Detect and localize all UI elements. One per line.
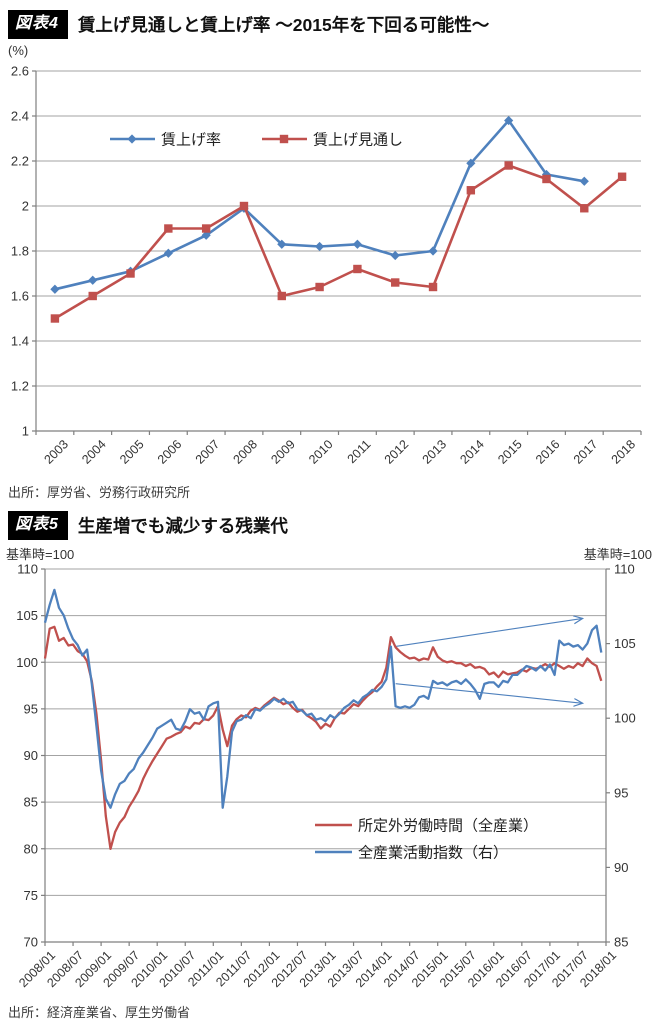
x-tick-label: 2003 [41,437,71,467]
series-marker-賃上げ見通し [391,278,400,287]
series-marker-賃上げ見通し [504,161,513,170]
series-line-所定外労働時間（全産業） [43,625,603,850]
y-tick-label: 1.8 [11,244,29,259]
series-marker-賃上げ率 [390,250,400,261]
series-marker-賃上げ見通し [617,172,627,181]
left-y-tick-label: 100 [16,655,38,670]
right-y-tick-label: 90 [614,860,628,875]
x-tick-label: 2007 [193,437,223,467]
x-tick-label: 2018 [609,437,639,467]
series-marker-賃上げ率 [541,169,552,180]
series-marker-賃上げ率 [466,158,476,168]
x-tick-label: 2009 [268,437,298,467]
x-tick-label: 2006 [155,437,185,467]
left-y-tick-label: 80 [24,841,38,856]
series-marker-賃上げ率 [428,246,438,256]
figure4-header: 図表4 賃上げ見通しと賃上げ率 ～2015年を下回る可能性～ [8,10,650,39]
x-tick-label: 2017 [571,437,601,467]
series-marker-賃上げ見通し [428,282,438,292]
figure5-badge: 図表5 [8,511,68,540]
left-y-tick-label: 95 [24,701,38,716]
left-y-tick-label: 110 [17,562,38,577]
y-tick-label: 1.6 [11,289,29,304]
right-y-tick-label: 100 [614,711,636,726]
legend-label: 賃上げ率 [161,132,221,149]
y-tick-label: 1 [22,424,29,439]
x-tick-label: 2010 [306,437,336,467]
series-marker-賃上げ率 [277,239,287,249]
left-y-tick-label: 85 [24,795,38,810]
series-marker-賃上げ見通し [201,224,211,233]
figure5-axis-captions: 基準時=100 基準時=100 [6,544,652,562]
figure4-badge: 図表4 [8,10,68,39]
y-tick-label: 2.2 [11,154,29,169]
figure4-unit-label: (%) [8,43,29,58]
series-marker-賃上げ見通し [353,264,362,274]
right-y-tick-label: 105 [614,636,636,651]
figure5-header: 図表5 生産増でも減少する残業代 [8,511,650,540]
series-marker-賃上げ見通し [466,186,476,195]
y-tick-label: 2.6 [11,64,29,79]
left-y-tick-label: 90 [24,748,38,763]
legend-label: 所定外労働時間（全産業） [358,817,538,835]
figure4-source: 出所：厚労省、労務行政研究所 [8,485,191,500]
x-tick-label: 2011 [345,437,374,466]
series-marker-賃上げ率 [314,241,325,252]
figure5-right-axis-caption: 基準時=100 [583,547,652,562]
figure5-title: 生産増でも減少する残業代 [77,516,288,536]
series-marker-賃上げ率 [352,239,363,249]
left-y-tick-label: 75 [24,888,38,903]
series-marker-賃上げ率 [163,248,173,258]
series-marker-賃上げ見通し [315,282,324,292]
figure5-left-axis-caption: 基準時=100 [6,547,75,562]
left-y-tick-label: 70 [24,935,38,950]
figure4-title: 賃上げ見通しと賃上げ率 ～2015年を下回る可能性～ [77,15,490,35]
legend-marker-square [279,134,289,144]
series-marker-賃上げ率 [579,176,589,186]
series-marker-賃上げ見通し [50,314,60,323]
series-line-全産業活動指数（右） [43,588,603,809]
x-tick-label: 2016 [533,437,563,467]
series-marker-賃上げ率 [88,275,98,285]
right-y-tick-label: 110 [614,562,635,577]
right-y-tick-label: 85 [614,935,628,950]
series-marker-賃上げ見通し [164,224,173,233]
trend-arrow [395,683,583,704]
series-marker-賃上げ見通し [277,291,286,301]
figure5-source: 出所：経済産業省、厚生労働省 [8,1005,191,1020]
series-line-賃上げ見通し [54,164,623,320]
x-tick-label: 2005 [117,437,147,467]
series-marker-賃上げ見通し [88,291,97,301]
series-marker-賃上げ見通し [239,201,249,211]
legend-marker-diamond [127,134,137,144]
x-tick-label: 2008 [231,437,261,467]
y-tick-label: 2.4 [11,109,29,124]
series-marker-賃上げ見通し [126,269,135,278]
y-tick-label: 1.2 [11,379,29,394]
x-tick-label: 2012 [382,437,412,467]
x-tick-label: 2015 [495,437,525,467]
x-tick-label: 2004 [79,437,109,467]
x-tick-label: 2013 [420,437,450,467]
left-y-tick-label: 105 [16,608,38,623]
series-marker-賃上げ見通し [580,204,589,213]
y-tick-label: 2 [22,199,29,214]
series-marker-賃上げ率 [50,284,60,294]
x-tick-label: 2014 [457,437,487,467]
legend-label: 全産業活動指数（右） [358,844,508,862]
series-marker-賃上げ率 [201,230,211,240]
figure5-chart: 1101051009590858075701101051009590852008… [16,562,636,991]
figure4: 図表4 賃上げ見通しと賃上げ率 ～2015年を下回る可能性～ (%) 2.6 2.… [0,10,658,501]
trend-arrow [395,618,583,647]
figure5: 図表5 生産増でも減少する残業代 基準時=100 基準時=100 110 105 1… [0,511,658,1021]
y-tick-label: 1.4 [11,334,29,349]
right-y-tick-label: 95 [614,785,628,800]
legend-label: 賃上げ見通し [313,132,403,149]
figure4-chart: 2.6 2.4 2.2 2 1.8 1.6 1.4 1.2 1 2003 2004 2005 2006 2… [11,64,642,467]
series-marker-賃上げ見通し [542,174,551,184]
